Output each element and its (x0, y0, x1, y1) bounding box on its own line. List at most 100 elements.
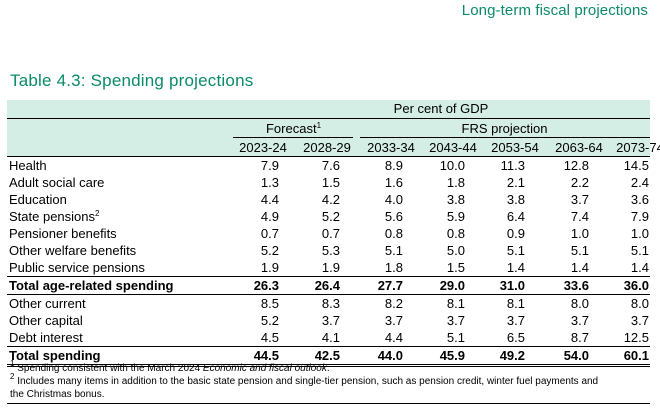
value-cell: 2.2 (570, 175, 589, 190)
footnotes: 1 Spending consistent with the March 202… (7, 360, 650, 404)
value-cell: 1.8 (384, 260, 403, 275)
table-row: Other capital 5.2 3.7 3.7 3.7 3.7 3.7 3.7 (7, 312, 650, 329)
value-cell: 11.3 (500, 158, 525, 173)
value-cell: 8.7 (570, 330, 589, 345)
value-cell: 4.5 (260, 330, 279, 345)
row-label: State pensions2 (9, 209, 99, 224)
value-cell: 0.7 (260, 226, 279, 241)
table-row: Total age-related spending 26.3 26.4 27.7 29… (7, 276, 650, 295)
value-cell: 4.2 (321, 192, 340, 207)
value-cell: 44.0 (377, 348, 403, 363)
value-cell: 0.8 (446, 226, 465, 241)
unit-header-row: Per cent of GDP (7, 100, 650, 119)
column-header: Forecast1 FRS projection 2023-24 2028-29 2… (7, 119, 660, 157)
row-label: Total spending (9, 348, 100, 363)
row-label: Health (9, 158, 47, 173)
unit-label: Per cent of GDP (393, 101, 489, 116)
value-cell: 4.4 (384, 330, 403, 345)
row-label-text: Adult social care (9, 175, 105, 190)
value-cell: 1.4 (506, 260, 525, 275)
frs-underline (360, 137, 650, 138)
value-cell: 3.8 (506, 192, 525, 207)
row-label: Other capital (9, 313, 83, 328)
value-cell: 5.1 (384, 243, 403, 258)
value-cell: 42.5 (314, 348, 340, 363)
value-cell: 5.1 (630, 243, 649, 258)
table-row: Public service pensions 1.9 1.9 1.8 1.5 1.4 1.… (7, 259, 650, 276)
year-header: 2028-29 (303, 140, 351, 155)
row-label-text: Health (9, 158, 47, 173)
forecast-text: Forecast (265, 121, 317, 136)
row-label-text: Pensioner benefits (9, 226, 117, 241)
value-cell: 54.0 (563, 348, 589, 363)
value-cell: 1.5 (321, 175, 340, 190)
row-label-text: Total age-related spending (9, 278, 174, 293)
value-cell: 7.4 (570, 209, 589, 224)
year-header: 2073-74 (616, 140, 660, 155)
year-header: 2053-54 (491, 140, 539, 155)
value-cell: 8.5 (260, 296, 279, 311)
footnote-1: 1 Spending consistent with the March 202… (10, 360, 645, 375)
value-cell: 1.6 (384, 175, 403, 190)
row-label: Debt interest (9, 330, 83, 345)
value-cell: 3.7 (570, 192, 589, 207)
row-label-text: Public service pensions (9, 260, 145, 275)
table-row: State pensions2 4.9 5.2 5.6 5.9 6.4 7.4 7.9 (7, 208, 650, 225)
running-head: Long-term fiscal projections (461, 2, 648, 19)
value-cell: 5.6 (384, 209, 403, 224)
value-cell: 8.3 (321, 296, 340, 311)
value-cell: 3.7 (506, 313, 525, 328)
value-cell: 8.2 (384, 296, 403, 311)
footnote-2-line1: Includes many items in addition to the b… (17, 376, 599, 387)
value-cell: 8.1 (506, 296, 525, 311)
footnote-2-cont: the Christmas bonus. (10, 389, 105, 400)
value-cell: 5.2 (260, 313, 279, 328)
value-cell: 1.8 (446, 175, 465, 190)
row-label-text: Other welfare benefits (9, 243, 137, 258)
value-cell: 1.5 (446, 260, 465, 275)
value-cell: 5.0 (446, 243, 465, 258)
value-cell: 10.0 (439, 158, 465, 173)
header-shade (7, 100, 650, 119)
table-row: Pensioner benefits 0.7 0.7 0.8 0.8 0.9 1.0 1.0 (7, 225, 650, 242)
value-cell: 0.7 (321, 226, 340, 241)
row-label: Total age-related spending (9, 278, 173, 293)
header-bottom-rule (7, 156, 650, 157)
value-cell: 5.1 (570, 243, 589, 258)
spending-table: Per cent of GDP Forecast1 FRS projection… (7, 100, 660, 367)
table-end-rule (7, 403, 650, 404)
value-cell: 36.0 (623, 278, 649, 293)
value-cell: 7.9 (630, 209, 649, 224)
row-label: Other current (9, 296, 86, 311)
value-cell: 1.3 (260, 175, 279, 190)
value-cell: 1.4 (630, 260, 649, 275)
footnote-1-end: . (326, 363, 330, 374)
value-cell: 49.2 (499, 348, 525, 363)
value-cell: 5.1 (446, 330, 465, 345)
value-cell: 5.9 (446, 209, 465, 224)
value-cell: 29.0 (439, 278, 465, 293)
value-cell: 3.7 (630, 313, 649, 328)
value-cell: 60.1 (623, 348, 649, 363)
value-cell: 6.4 (506, 209, 525, 224)
value-cell: 45.9 (439, 348, 465, 363)
value-cell: 1.4 (570, 260, 589, 275)
row-label-text: Education (9, 192, 67, 207)
forecast-label: Forecast1 (232, 121, 355, 136)
header-shade-right (232, 119, 650, 157)
value-cell: 4.0 (384, 192, 403, 207)
table-title: Table 4.3: Spending projections (10, 71, 254, 90)
value-cell: 12.8 (563, 158, 589, 173)
forecast-underline (233, 137, 353, 138)
value-cell: 1.9 (260, 260, 279, 275)
value-cell: 5.2 (260, 243, 279, 258)
footnote-1-text: Spending consistent with the March 2024 (17, 363, 203, 374)
value-cell: 8.1 (446, 296, 465, 311)
table-body: Health 7.9 7.6 8.9 10.0 11.3 12.8 14.5 Adult soc… (7, 157, 650, 367)
value-cell: 8.0 (570, 296, 589, 311)
table-row: Debt interest 4.5 4.1 4.4 5.1 6.5 8.7 12.5 (7, 329, 650, 346)
header-shade-left (7, 119, 232, 157)
value-cell: 3.6 (630, 192, 649, 207)
row-label-text: Other current (9, 296, 86, 311)
value-cell: 14.5 (623, 158, 649, 173)
